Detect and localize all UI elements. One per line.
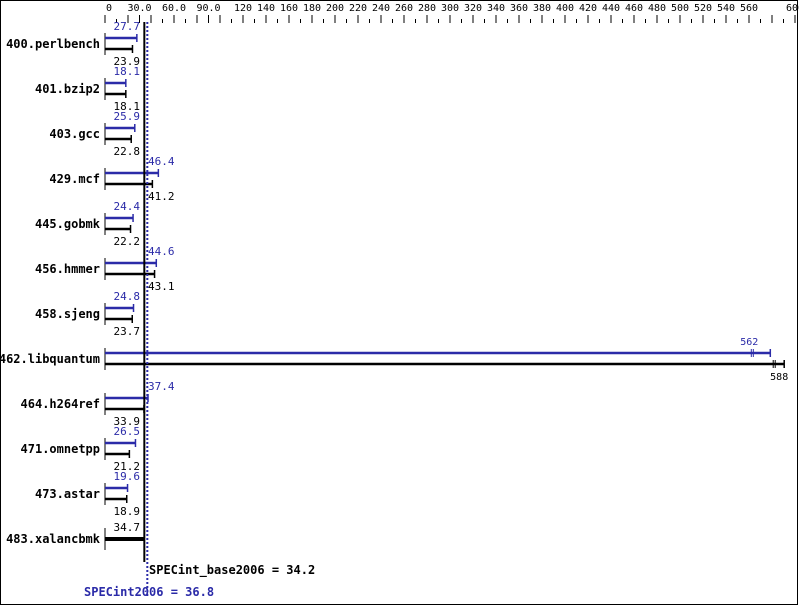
x-tick-label: 380 [533, 3, 551, 14]
base-value-label: 41.2 [148, 190, 175, 203]
x-tick-label: 90.0 [196, 3, 220, 14]
x-tick-label: 400 [556, 3, 574, 14]
x-tick-label: 420 [579, 3, 597, 14]
peak-value-label: 562 [740, 337, 758, 348]
base-value-label: 21.2 [114, 460, 141, 473]
x-tick-label: 200 [326, 3, 344, 14]
x-tick-label: 240 [372, 3, 390, 14]
x-tick-label: 520 [694, 3, 712, 14]
x-tick-label: 300 [441, 3, 459, 14]
peak-value-label: 37.4 [148, 380, 175, 393]
base-value-label: 23.9 [114, 55, 141, 68]
peak-value-label: 18.1 [114, 65, 141, 78]
base-value-label: 18.9 [114, 505, 141, 518]
category-label: 483.xalancbmk [6, 532, 101, 546]
x-tick-label: 560 [740, 3, 758, 14]
peak-value-label: 19.6 [114, 470, 141, 483]
peak-reference-label: SPECint2006 = 36.8 [84, 585, 214, 599]
peak-value-label: 24.4 [114, 200, 141, 213]
base-value-label: 34.7 [114, 521, 141, 534]
base-value-label: 22.8 [114, 145, 141, 158]
category-label: 403.gcc [49, 127, 100, 141]
peak-value-label: 44.6 [148, 245, 175, 258]
base-value-label: 23.7 [114, 325, 141, 338]
x-tick-label: 460 [625, 3, 643, 14]
base-value-label: 33.9 [114, 415, 141, 428]
category-label: 400.perlbench [6, 37, 100, 51]
x-tick-label: 600 [786, 3, 799, 14]
base-value-label: 18.1 [114, 100, 141, 113]
category-label: 462.libquantum [0, 352, 100, 366]
base-value-label: 43.1 [148, 280, 175, 293]
peak-value-label: 25.9 [114, 110, 141, 123]
category-label: 445.gobmk [35, 217, 101, 231]
x-tick-label: 60.0 [162, 3, 186, 14]
category-label: 429.mcf [49, 172, 100, 186]
peak-value-label: 46.4 [148, 155, 175, 168]
x-tick-label: 540 [717, 3, 735, 14]
x-tick-label: 180 [303, 3, 321, 14]
category-label: 473.astar [35, 487, 100, 501]
x-tick-label: 30.0 [127, 3, 151, 14]
base-value-label: 588 [770, 372, 788, 383]
x-tick-label: 480 [648, 3, 666, 14]
x-tick-label: 220 [349, 3, 367, 14]
x-tick-label: 500 [671, 3, 689, 14]
category-label: 458.sjeng [35, 307, 100, 321]
category-label: 471.omnetpp [21, 442, 100, 456]
category-label: 456.hmmer [35, 262, 100, 276]
x-tick-label: 360 [510, 3, 528, 14]
peak-value-label: 27.7 [114, 20, 141, 33]
x-tick-label: 260 [395, 3, 413, 14]
x-tick-label: 440 [602, 3, 620, 14]
x-tick-label: 140 [257, 3, 275, 14]
peak-value-label: 26.5 [114, 425, 141, 438]
x-tick-label: 0 [106, 3, 112, 14]
base-reference-label: SPECint_base2006 = 34.2 [149, 563, 315, 578]
peak-value-label: 24.8 [114, 290, 141, 303]
x-tick-label: 160 [280, 3, 298, 14]
x-tick-label: 340 [487, 3, 505, 14]
category-label: 401.bzip2 [35, 82, 100, 96]
base-value-label: 22.2 [114, 235, 141, 248]
category-label: 464.h264ref [21, 397, 100, 411]
x-tick-label: 280 [418, 3, 436, 14]
x-tick-label: 320 [464, 3, 482, 14]
x-tick-label: 120 [234, 3, 252, 14]
